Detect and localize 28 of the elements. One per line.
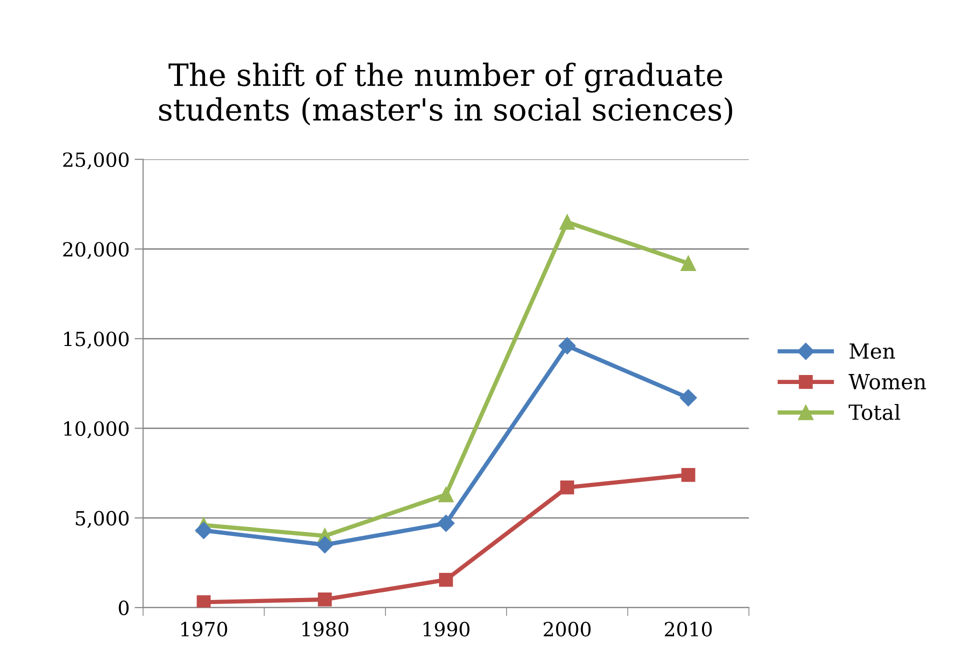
y-tick-label: 0 [118,600,129,616]
x-tick-label: 2000 [544,622,591,636]
y-tick-label: 10,000 [64,421,129,438]
x-tick-label: 1990 [424,622,470,636]
legend-label: Women [848,374,926,390]
point [681,468,696,482]
point [438,486,454,502]
point [680,256,696,271]
x-tick-label: 2010 [664,622,712,636]
legend-label: Men [850,343,896,359]
y-tick-label: 20,000 [63,242,129,260]
chart-title: The shift of the number of graduate students (master's in social sciences) [159,62,732,126]
y-tick-label: 15,000 [64,332,129,349]
point [437,514,455,532]
point [560,480,574,494]
y-tick-label: 5,000 [76,510,129,528]
point [316,536,334,554]
point [560,214,575,230]
x-tick-label: 1970 [181,622,228,636]
point [196,595,211,608]
y-tick-label: 25,000 [63,152,129,170]
point [680,389,697,406]
legend-label: Total [848,404,900,420]
point [558,337,576,354]
point [439,572,453,587]
point [318,592,332,606]
point [195,522,212,540]
x-tick-label: 1980 [302,622,348,636]
